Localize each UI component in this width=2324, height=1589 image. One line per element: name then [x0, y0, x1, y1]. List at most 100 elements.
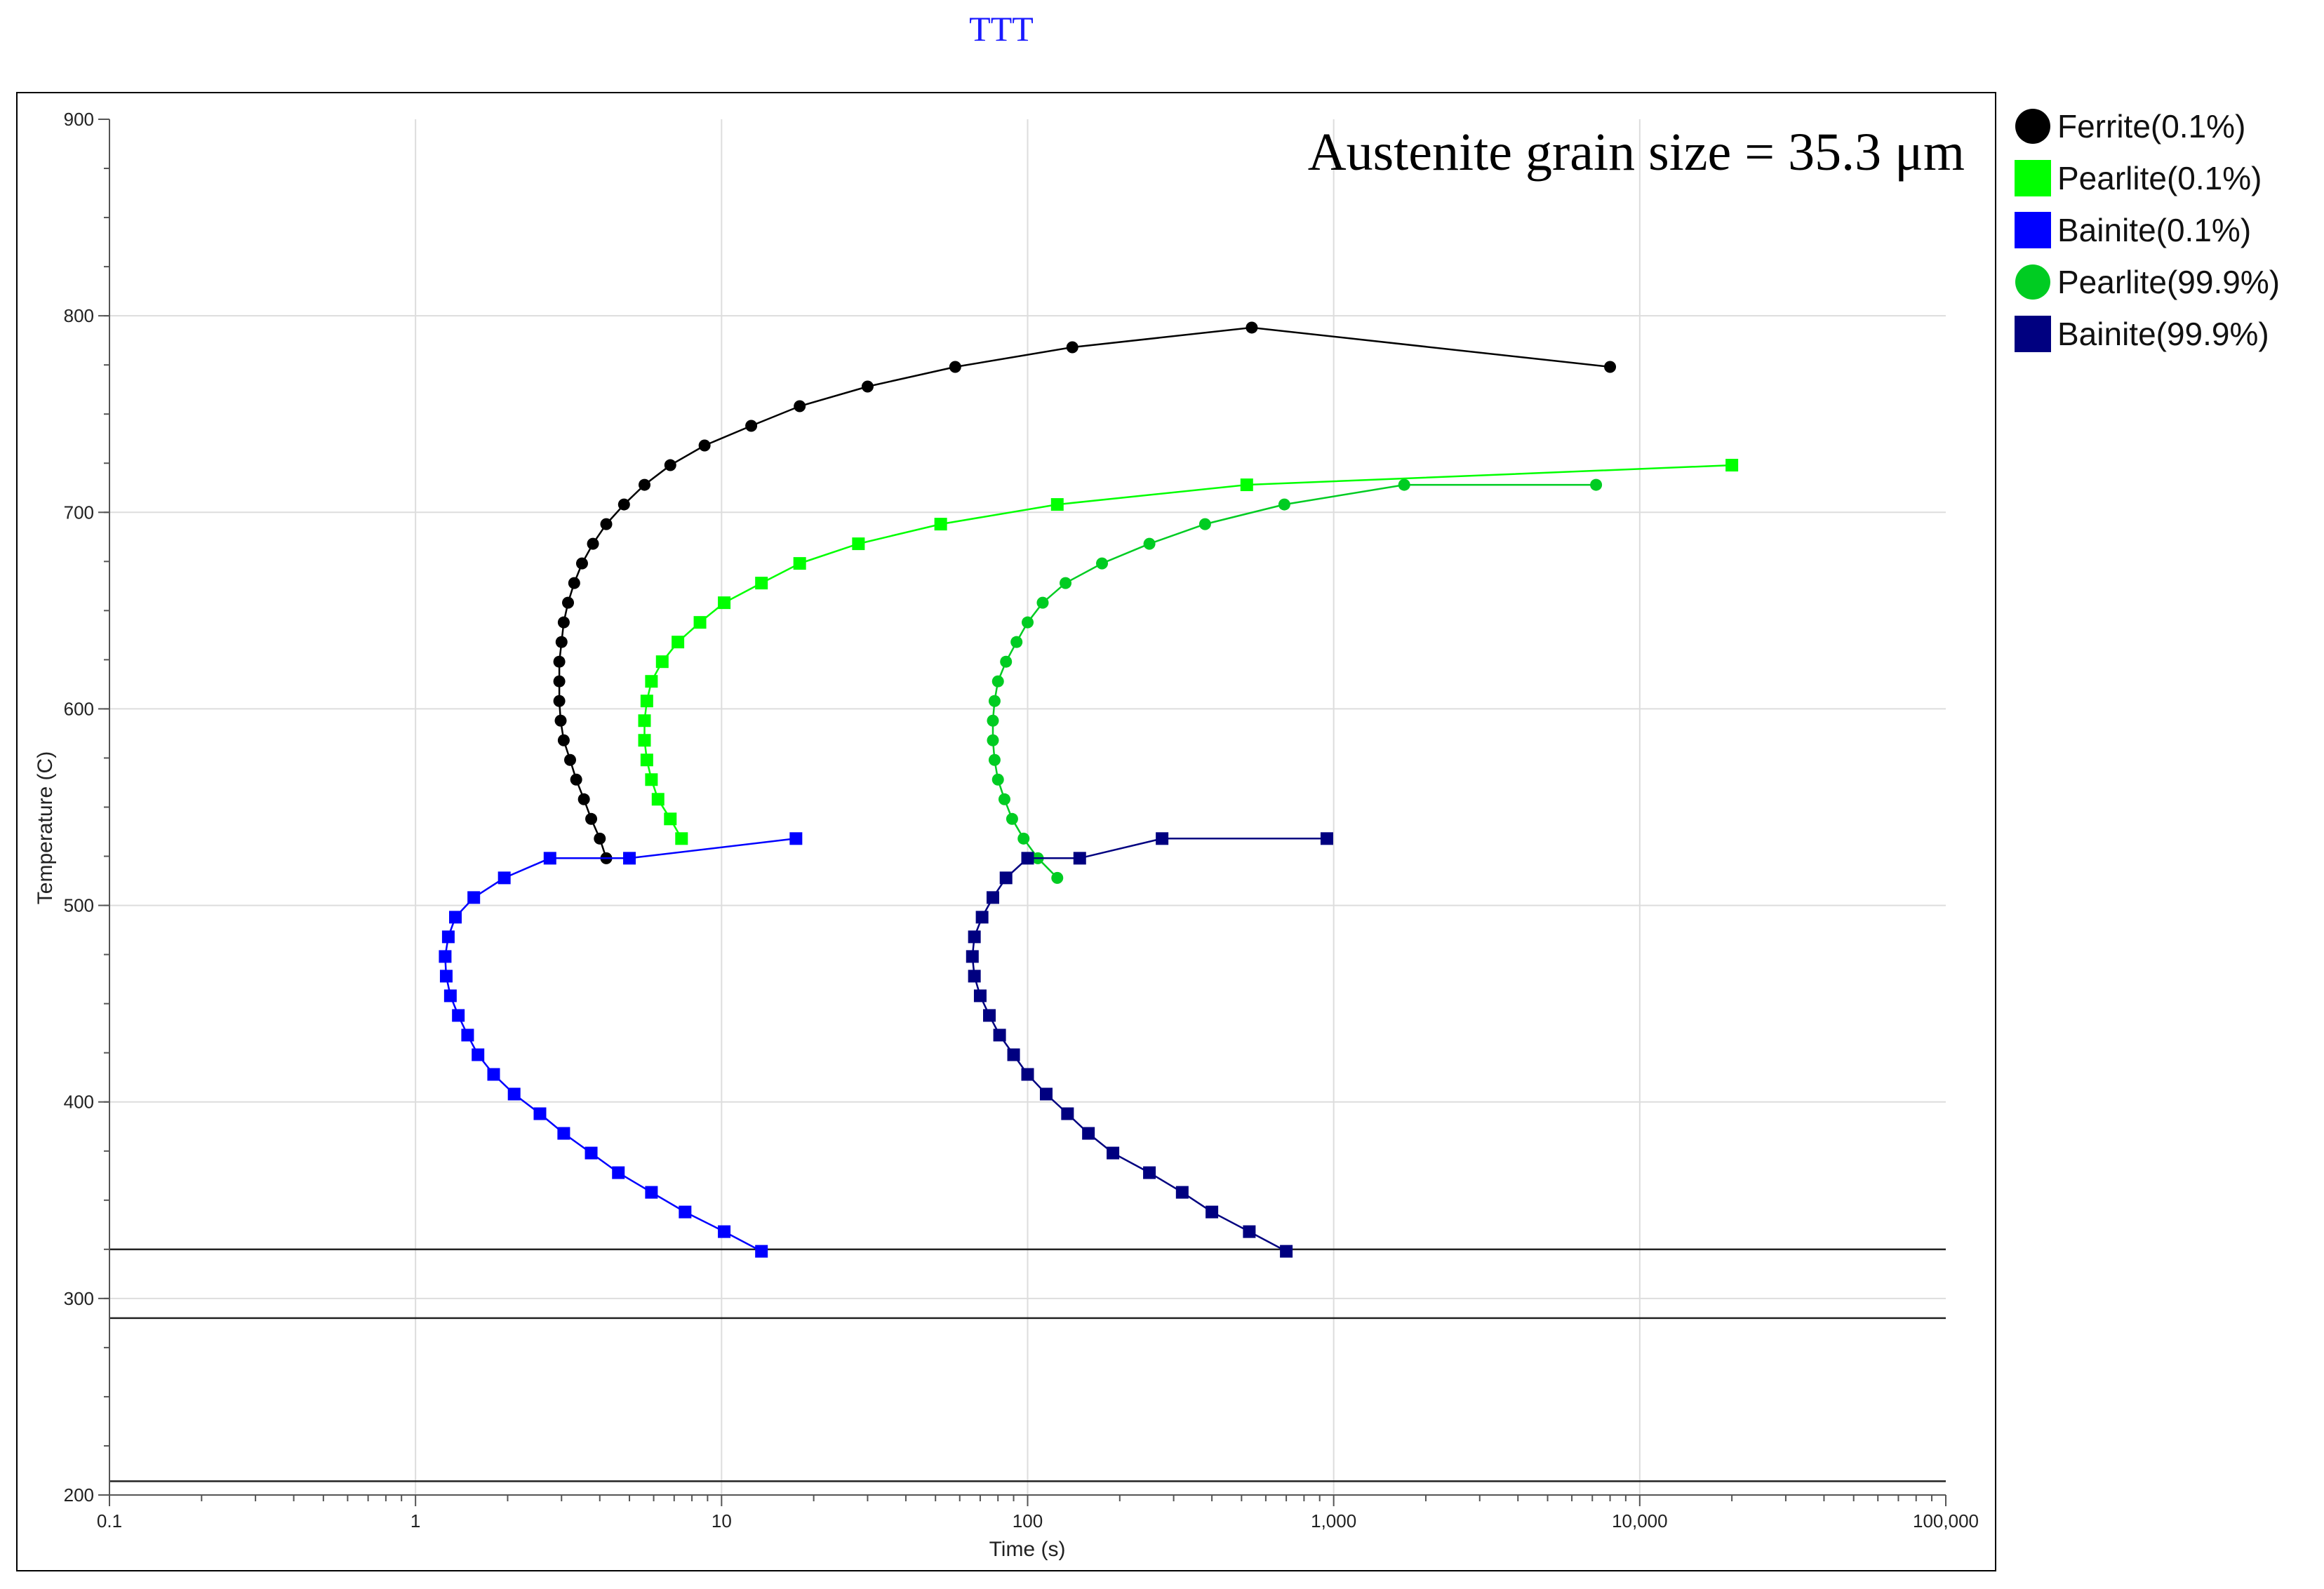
data-point	[988, 695, 1001, 707]
data-point	[852, 537, 865, 551]
y-tick-label: 300	[64, 1288, 94, 1309]
data-point	[645, 1186, 658, 1199]
data-point	[562, 596, 575, 609]
data-point	[557, 734, 570, 746]
grid-lines	[109, 119, 1946, 1495]
data-point	[1096, 557, 1109, 570]
data-point	[1017, 832, 1030, 845]
x-axis-label: Time (s)	[989, 1538, 1066, 1561]
data-point	[497, 871, 511, 885]
legend-swatch	[2015, 109, 2050, 144]
data-point	[585, 1146, 598, 1160]
x-tick-label: 10	[712, 1510, 732, 1531]
axes: 0.1 1 10 100 1,000 10,000 100,000 200 300 400 500 6…	[64, 109, 1979, 1531]
data-point	[638, 714, 651, 728]
data-point	[993, 1028, 1006, 1042]
data-point	[639, 478, 651, 491]
series-line	[991, 483, 1596, 879]
y-axis-label: Temperature (C)	[34, 751, 57, 904]
data-point	[1590, 478, 1603, 491]
data-point	[577, 793, 590, 805]
data-point	[1143, 1166, 1156, 1179]
legend-label: Bainite(0.1%)	[2057, 212, 2251, 248]
data-point	[623, 852, 636, 865]
data-point	[1050, 498, 1064, 511]
series-5	[966, 832, 1333, 1258]
x-tick-label: 0.1	[97, 1510, 122, 1531]
data-point	[487, 1068, 500, 1081]
data-point	[563, 753, 576, 766]
data-point	[1280, 1245, 1293, 1258]
data-point	[553, 675, 566, 688]
data-point	[568, 577, 580, 589]
data-point	[698, 439, 711, 452]
data-point	[672, 636, 685, 649]
data-point	[973, 989, 987, 1003]
data-point	[543, 852, 556, 865]
data-point	[467, 891, 481, 904]
data-point	[1206, 1205, 1219, 1219]
grain-size-annotation: Austenite grain size = 35.3 μm	[1308, 123, 1965, 182]
legend: Ferrite(0.1%) Pearlite(0.1%) Bainite(0.1%)…	[2015, 108, 2280, 352]
legend-label: Pearlite(0.1%)	[2057, 160, 2262, 196]
data-point	[1051, 871, 1064, 884]
legend-label: Bainite(99.9%)	[2057, 316, 2269, 352]
y-tick-label: 600	[64, 698, 94, 719]
legend-item: Bainite(99.9%)	[2015, 316, 2269, 352]
data-point	[1022, 616, 1034, 629]
data-point	[664, 812, 677, 826]
data-point	[612, 1166, 625, 1179]
legend-item: Ferrite(0.1%)	[2015, 108, 2245, 145]
data-point	[553, 695, 566, 707]
data-point	[793, 557, 806, 570]
data-point	[461, 1028, 474, 1042]
data-point	[1246, 321, 1258, 334]
y-tick-label: 800	[64, 305, 94, 326]
data-point	[1039, 1087, 1053, 1101]
data-point	[640, 695, 653, 708]
data-point	[968, 930, 981, 944]
data-point	[472, 1048, 485, 1061]
series-group	[439, 321, 1739, 1258]
data-point	[600, 518, 613, 530]
data-point	[1082, 1127, 1095, 1140]
data-point	[679, 1205, 692, 1219]
x-tick-label: 100	[1013, 1510, 1043, 1531]
data-point	[1000, 655, 1013, 668]
data-point	[794, 400, 806, 413]
y-tick-label: 400	[64, 1092, 94, 1113]
data-point	[1007, 1048, 1020, 1061]
legend-swatch	[2015, 316, 2051, 352]
data-point	[655, 655, 669, 669]
series-3	[439, 832, 803, 1258]
legend-label: Ferrite(0.1%)	[2057, 108, 2245, 145]
data-point	[617, 498, 630, 511]
plot-frame	[16, 92, 1996, 1571]
y-tick-label: 700	[64, 502, 94, 523]
data-point	[557, 1127, 570, 1140]
data-point	[755, 1245, 768, 1258]
legend-swatch	[2015, 212, 2051, 248]
data-point	[557, 616, 570, 629]
data-point	[1021, 1068, 1034, 1081]
data-point	[1240, 478, 1253, 492]
data-point	[991, 675, 1004, 688]
data-point	[1175, 1186, 1189, 1199]
data-point	[1061, 1107, 1074, 1120]
data-point	[1010, 636, 1023, 648]
data-point	[1156, 832, 1169, 845]
data-point	[1198, 518, 1211, 530]
data-point	[1073, 852, 1086, 865]
data-point	[991, 773, 1004, 786]
data-point	[986, 891, 999, 904]
data-point	[999, 871, 1013, 885]
data-point	[755, 577, 768, 590]
legend-swatch	[2015, 264, 2050, 300]
x-tick-label: 10,000	[1612, 1510, 1668, 1531]
series-4	[987, 478, 1603, 884]
data-point	[983, 1009, 996, 1022]
data-point	[1278, 498, 1290, 511]
legend-item: Pearlite(0.1%)	[2015, 160, 2262, 196]
legend-item: Pearlite(99.9%)	[2015, 264, 2280, 300]
data-point	[533, 1107, 547, 1120]
